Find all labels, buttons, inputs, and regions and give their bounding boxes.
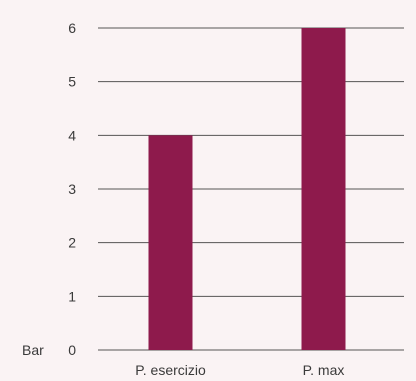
- bar: [301, 28, 346, 350]
- x-tick-label: P. max: [303, 362, 345, 378]
- y-tick-label: 3: [68, 181, 76, 197]
- y-tick-label: 4: [68, 127, 76, 143]
- y-tick-label: 5: [68, 74, 76, 90]
- y-axis-label: Bar: [22, 342, 44, 358]
- gridlines: [98, 27, 404, 351]
- x-tick-labels: P. esercizio P. max: [135, 362, 344, 378]
- y-tick-labels: 0 1 2 3 4 5 6: [68, 20, 76, 358]
- bars: [148, 28, 346, 350]
- x-tick-label: P. esercizio: [135, 362, 206, 378]
- y-tick-label: 0: [68, 342, 76, 358]
- y-tick-label: 6: [68, 20, 76, 36]
- bar: [148, 135, 193, 350]
- y-tick-label: 2: [68, 235, 76, 251]
- y-tick-label: 1: [68, 288, 76, 304]
